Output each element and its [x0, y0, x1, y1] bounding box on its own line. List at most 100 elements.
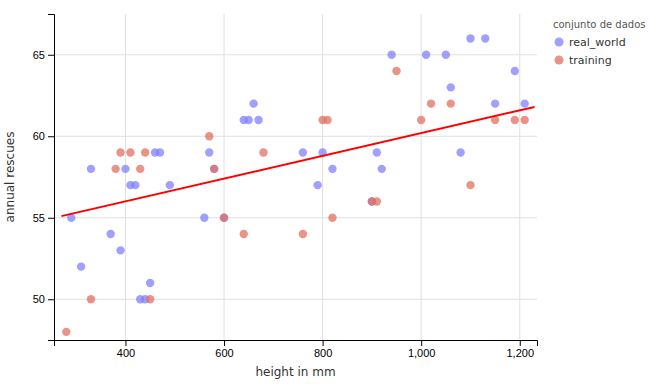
scatter-point	[205, 148, 213, 156]
scatter-point	[313, 181, 321, 189]
scatter-point	[323, 116, 331, 124]
scatter-point	[299, 148, 307, 156]
grid-line	[421, 14, 422, 340]
scatter-point	[62, 328, 70, 336]
grid-line	[224, 14, 225, 340]
y-tick-label: 55	[33, 212, 45, 224]
scatter-point	[456, 148, 464, 156]
x-tick-mark	[323, 340, 324, 346]
scatter-point	[146, 295, 154, 303]
y-tick-label: 50	[33, 293, 45, 305]
scatter-point	[466, 181, 474, 189]
scatter-point	[116, 246, 124, 254]
x-tick: 1,200	[506, 340, 534, 359]
x-tick: 400	[117, 340, 135, 359]
y-axis-title: annual rescues	[3, 132, 17, 223]
scatter-point	[87, 295, 95, 303]
x-tick-mark	[125, 340, 126, 346]
y-axis-line	[48, 15, 55, 341]
y-tick: 55	[33, 212, 54, 224]
scatter-point	[210, 165, 218, 173]
scatter-point	[116, 148, 124, 156]
scatter-point	[520, 116, 528, 124]
scatter-point	[126, 148, 134, 156]
grid-line	[519, 14, 520, 340]
scatter-point	[387, 51, 395, 59]
regression-line	[61, 107, 534, 216]
y-tick-mark	[48, 218, 54, 219]
x-tick-label: 400	[117, 347, 135, 359]
grid	[54, 14, 537, 340]
legend-item: training	[555, 54, 612, 67]
y-axis: 50 55 60 65	[33, 15, 55, 341]
x-tick-label: 1,200	[506, 347, 534, 359]
scatter-point	[141, 148, 149, 156]
scatter-point	[328, 165, 336, 173]
legend-label: real_world	[569, 36, 626, 49]
scatter-point	[220, 214, 228, 222]
legend-item: real_world	[555, 36, 626, 49]
scatter-point	[249, 99, 257, 107]
x-tick-mark	[224, 340, 225, 346]
x-tick-mark	[421, 340, 422, 346]
scatter-point	[240, 230, 248, 238]
scatter-point	[373, 148, 381, 156]
scatter-point	[146, 279, 154, 287]
scatter-point	[392, 67, 400, 75]
legend-title: conjunto de dados	[553, 19, 645, 30]
x-tick: 1,000	[408, 340, 436, 359]
scatter-point	[378, 165, 386, 173]
grid-line	[54, 299, 537, 300]
scatter-point	[121, 165, 129, 173]
scatter-point	[466, 34, 474, 42]
scatter-point	[447, 99, 455, 107]
scatter-point	[511, 116, 519, 124]
scatter-point	[259, 148, 267, 156]
x-axis-line	[55, 341, 538, 347]
y-tick-label: 60	[33, 130, 45, 142]
scatter-point	[491, 99, 499, 107]
x-axis: 400 600 800 1,000 1,200	[55, 340, 538, 359]
legend: conjunto de dados real_world training	[553, 19, 645, 67]
scatter-point	[77, 262, 85, 270]
scatter-point	[156, 148, 164, 156]
grid-line	[125, 14, 126, 340]
scatter-point	[136, 165, 144, 173]
scatter-point	[442, 51, 450, 59]
scatter-point	[254, 116, 262, 124]
legend-swatch	[555, 38, 564, 47]
x-tick: 800	[314, 340, 332, 359]
plot-area: 400 600 800 1,000 1,200 50 55 60 65	[33, 14, 538, 359]
scatter-point	[166, 181, 174, 189]
y-tick: 65	[33, 49, 54, 61]
chart: 4006008001,0001,20050556065height in mma…	[0, 0, 672, 384]
scatter-point	[87, 165, 95, 173]
scatter-point	[427, 99, 435, 107]
scatter-point	[481, 34, 489, 42]
grid-line	[54, 217, 537, 218]
grid-line	[54, 136, 537, 137]
scatter-point	[417, 116, 425, 124]
scatter-point	[328, 214, 336, 222]
y-tick-mark	[48, 299, 54, 300]
x-tick-label: 1,000	[408, 347, 436, 359]
scatter-point	[131, 181, 139, 189]
scatter-point	[106, 230, 114, 238]
y-tick-mark	[48, 136, 54, 137]
grid-line	[54, 54, 537, 55]
scatter-point	[200, 214, 208, 222]
scatter-point	[111, 165, 119, 173]
y-tick: 60	[33, 130, 54, 142]
scatter-point	[205, 132, 213, 140]
scatter-point	[511, 67, 519, 75]
x-tick-label: 800	[314, 347, 332, 359]
scatter-series	[62, 67, 529, 336]
scatter-point	[299, 230, 307, 238]
x-tick-mark	[520, 340, 521, 346]
y-tick: 50	[33, 293, 54, 305]
scatter-point	[422, 51, 430, 59]
legend-label: training	[569, 54, 612, 67]
scatter-point	[244, 116, 252, 124]
grid-line	[322, 14, 323, 340]
x-tick: 600	[215, 340, 233, 359]
